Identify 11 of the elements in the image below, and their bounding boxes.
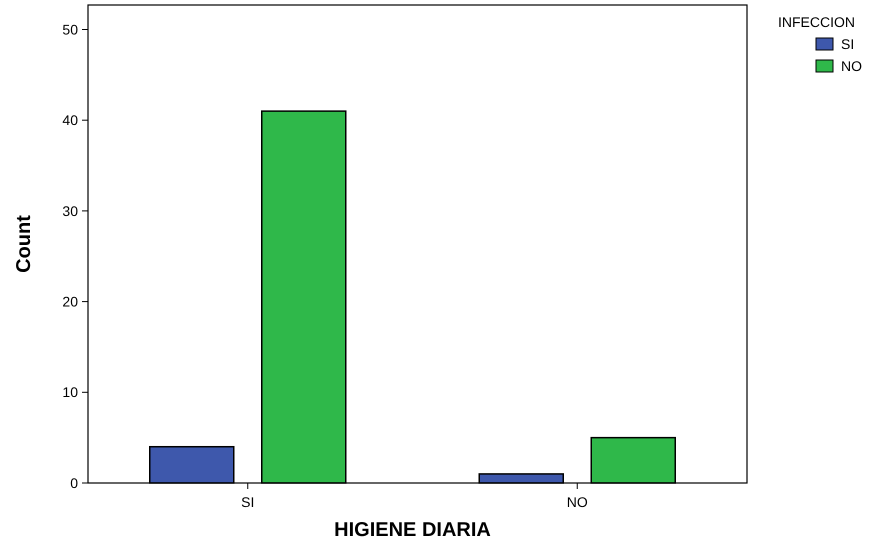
y-tick-label: 30 — [62, 202, 78, 219]
y-tick-label: 50 — [62, 21, 78, 38]
x-axis-title: HIGIENE DIARIA — [334, 519, 491, 541]
y-tick-label: 20 — [62, 293, 78, 310]
legend-title: INFECCION — [778, 14, 855, 30]
legend-label: SI — [841, 36, 854, 52]
y-tick-label: 40 — [62, 112, 78, 128]
y-tick-label: 0 — [70, 474, 78, 491]
y-tick-label: 10 — [62, 384, 78, 400]
y-axis-title: Count — [13, 214, 35, 273]
legend-label: NO — [841, 58, 862, 74]
